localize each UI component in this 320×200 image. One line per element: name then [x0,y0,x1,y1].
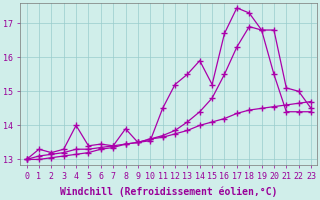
X-axis label: Windchill (Refroidissement éolien,°C): Windchill (Refroidissement éolien,°C) [60,187,277,197]
